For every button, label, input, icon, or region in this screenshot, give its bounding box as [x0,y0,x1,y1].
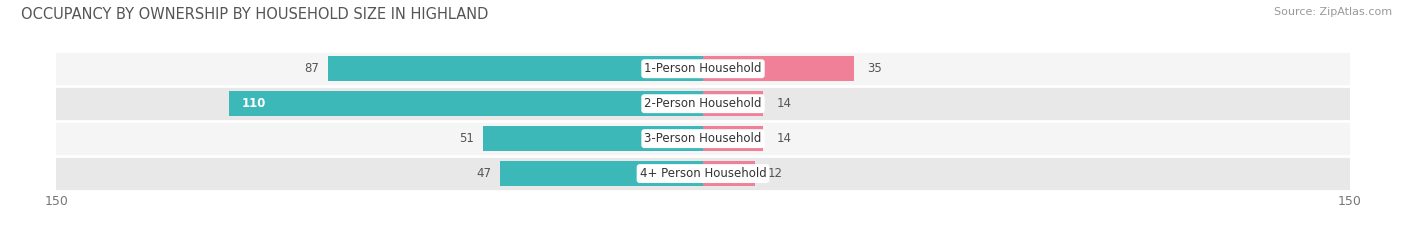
Text: 110: 110 [242,97,266,110]
Text: 12: 12 [768,167,783,180]
Bar [229,91,703,116]
Text: 35: 35 [868,62,882,75]
Bar [703,161,755,186]
Bar [703,126,763,151]
Bar [56,156,1350,191]
Bar [501,161,703,186]
Bar [703,56,853,81]
Text: 3-Person Household: 3-Person Household [644,132,762,145]
Text: 14: 14 [776,132,792,145]
Bar [484,126,703,151]
Text: 4+ Person Household: 4+ Person Household [640,167,766,180]
Text: Source: ZipAtlas.com: Source: ZipAtlas.com [1274,7,1392,17]
Text: 51: 51 [460,132,474,145]
Bar [328,56,703,81]
Text: 47: 47 [477,167,492,180]
Text: 2-Person Household: 2-Person Household [644,97,762,110]
Bar [56,121,1350,156]
Bar [56,51,1350,86]
Text: OCCUPANCY BY OWNERSHIP BY HOUSEHOLD SIZE IN HIGHLAND: OCCUPANCY BY OWNERSHIP BY HOUSEHOLD SIZE… [21,7,488,22]
Bar [56,86,1350,121]
Text: 87: 87 [304,62,319,75]
Text: 1-Person Household: 1-Person Household [644,62,762,75]
Text: 14: 14 [776,97,792,110]
Bar [703,91,763,116]
